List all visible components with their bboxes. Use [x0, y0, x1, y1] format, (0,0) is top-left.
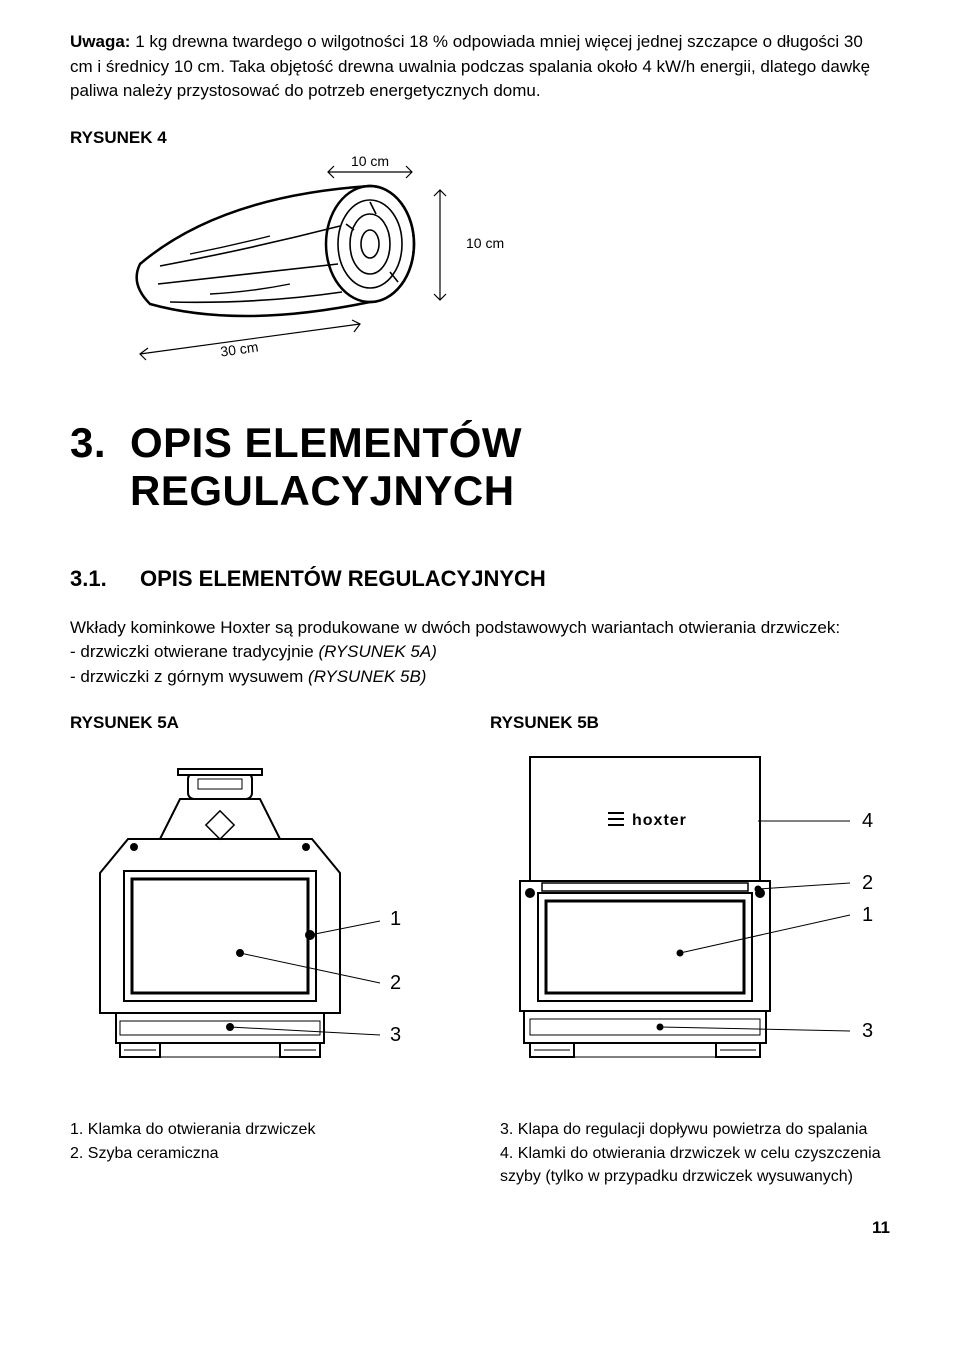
- figure5b-col: RYSUNEK 5B: [490, 713, 890, 1078]
- figure5a-col: RYSUNEK 5A: [70, 713, 450, 1078]
- dim-bottom-label: 30 cm: [219, 338, 259, 359]
- figure5b-heading: RYSUNEK 5B: [490, 713, 890, 733]
- fig5b-label4: 4: [862, 810, 873, 832]
- figure4-heading: RYSUNEK 4: [70, 128, 890, 148]
- legend-item-2: 2. Szyba ceramiczna: [70, 1142, 460, 1165]
- figure5-row: RYSUNEK 5A: [70, 713, 890, 1078]
- fig5b-label3: 3: [862, 1020, 873, 1042]
- section3-heading: 3.OPIS ELEMENTÓWREGULACYJNYCH: [70, 419, 890, 516]
- dim-top-label: 10 cm: [351, 154, 389, 169]
- fig5b-label2: 2: [862, 872, 873, 894]
- fig5a-label1: 1: [390, 908, 401, 930]
- sub31-paragraph: Wkłady kominkowe Hoxter są produkowane w…: [70, 616, 890, 690]
- sub31-title: OPIS ELEMENTÓW REGULACYJNYCH: [140, 566, 546, 591]
- section3-line1: OPIS ELEMENTÓW: [130, 419, 522, 466]
- bullet2-ref: (RYSUNEK 5B): [308, 667, 426, 686]
- intro-bold: Uwaga:: [70, 32, 130, 51]
- intro-text: 1 kg drewna twardego o wilgotności 18 % …: [70, 32, 870, 100]
- fig5a-label3: 3: [390, 1024, 401, 1046]
- sub31-heading: 3.1.OPIS ELEMENTÓW REGULACYJNYCH: [70, 566, 890, 592]
- fig5a-label2: 2: [390, 972, 401, 994]
- page-number: 11: [70, 1218, 890, 1238]
- fig5b-brand: hoxter: [632, 812, 687, 829]
- sub31-num: 3.1.: [70, 566, 140, 592]
- sub31-intro: Wkłady kominkowe Hoxter są produkowane w…: [70, 618, 840, 637]
- legend-left: 1. Klamka do otwierania drzwiczek 2. Szy…: [70, 1118, 460, 1188]
- bullet-item-1: drzwiczki otwierane tradycyjnie (RYSUNEK…: [70, 640, 890, 665]
- figure5a-svg: 1 2 3: [70, 743, 430, 1073]
- bullet-item-2: drzwiczki z górnym wysuwem (RYSUNEK 5B): [70, 665, 890, 690]
- section3-num: 3.: [70, 419, 130, 467]
- legend-item-3: 3. Klapa do regulacji dopływu powietrza …: [500, 1118, 890, 1141]
- figure5b-svg: hoxter 4 2 1 3: [490, 743, 890, 1073]
- legend-row: 1. Klamka do otwierania drzwiczek 2. Szy…: [70, 1118, 890, 1188]
- legend-item-1: 1. Klamka do otwierania drzwiczek: [70, 1118, 460, 1141]
- legend-item-4: 4. Klamki do otwierania drzwiczek w celu…: [500, 1142, 890, 1188]
- figure5a-heading: RYSUNEK 5A: [70, 713, 450, 733]
- figure4-diagram: 10 cm: [70, 154, 890, 379]
- intro-paragraph: Uwaga: 1 kg drewna twardego o wilgotnośc…: [70, 30, 890, 104]
- section3-line2: REGULACYJNYCH: [130, 467, 515, 514]
- legend-right: 3. Klapa do regulacji dopływu powietrza …: [500, 1118, 890, 1188]
- bullet1-ref: (RYSUNEK 5A): [318, 642, 436, 661]
- bullet2-text: drzwiczki z górnym wysuwem: [80, 667, 308, 686]
- bullet1-text: drzwiczki otwierane tradycyjnie: [80, 642, 318, 661]
- fig5b-label1: 1: [862, 904, 873, 926]
- dim-right-label: 10 cm: [466, 235, 504, 251]
